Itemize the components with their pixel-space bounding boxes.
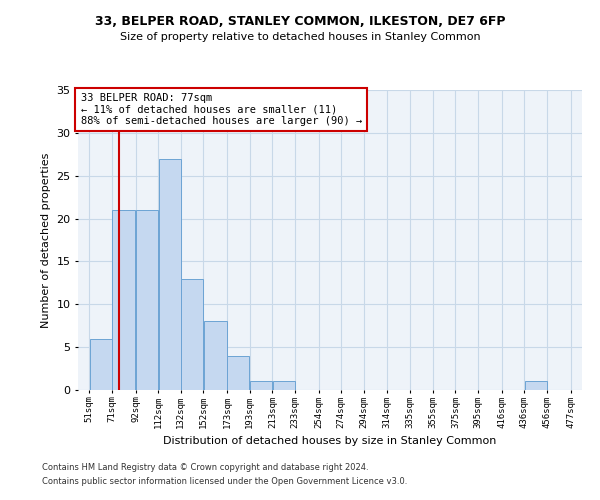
Bar xyxy=(227,356,250,390)
Bar xyxy=(272,382,295,390)
Text: 33, BELPER ROAD, STANLEY COMMON, ILKESTON, DE7 6FP: 33, BELPER ROAD, STANLEY COMMON, ILKESTO… xyxy=(95,15,505,28)
Text: 33 BELPER ROAD: 77sqm
← 11% of detached houses are smaller (11)
88% of semi-deta: 33 BELPER ROAD: 77sqm ← 11% of detached … xyxy=(80,93,362,126)
Text: Contains HM Land Registry data © Crown copyright and database right 2024.: Contains HM Land Registry data © Crown c… xyxy=(42,464,368,472)
Text: Contains public sector information licensed under the Open Government Licence v3: Contains public sector information licen… xyxy=(42,477,407,486)
Y-axis label: Number of detached properties: Number of detached properties xyxy=(41,152,50,328)
Bar xyxy=(204,322,227,390)
Text: Size of property relative to detached houses in Stanley Common: Size of property relative to detached ho… xyxy=(119,32,481,42)
Bar xyxy=(158,158,181,390)
X-axis label: Distribution of detached houses by size in Stanley Common: Distribution of detached houses by size … xyxy=(163,436,497,446)
Bar xyxy=(136,210,158,390)
Bar xyxy=(181,278,203,390)
Bar xyxy=(89,338,112,390)
Bar xyxy=(250,382,272,390)
Bar xyxy=(524,382,547,390)
Bar xyxy=(112,210,136,390)
